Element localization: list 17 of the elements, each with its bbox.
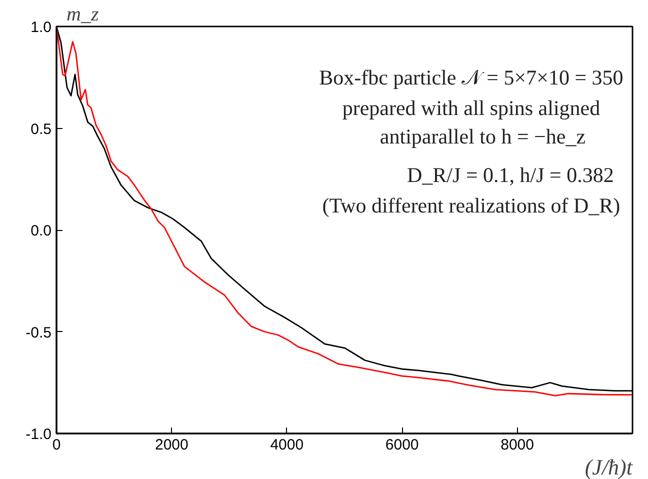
x-tick-label: 0 bbox=[52, 436, 61, 454]
y-tick-label: 0.5 bbox=[30, 120, 52, 138]
x-tick-label: 4000 bbox=[270, 436, 304, 454]
x-axis-title: (J/ħ)t bbox=[584, 454, 634, 479]
annotation: D_R/J = 0.1, h/J = 0.382 bbox=[407, 163, 614, 188]
y-tick-label: 0.0 bbox=[30, 222, 52, 240]
annotation: antiparallel to h = −he_z bbox=[380, 124, 586, 148]
y-axis-title: m_z bbox=[66, 4, 99, 26]
y-tick-label: 1.0 bbox=[30, 19, 52, 36]
annotation: Box-fbc particle 𝒩 = 5×7×10 = 350 bbox=[319, 65, 624, 90]
annotation: prepared with all spins aligned bbox=[342, 96, 601, 120]
x-tick-label: 8000 bbox=[500, 436, 534, 454]
x-tick-label: 6000 bbox=[385, 436, 419, 454]
x-tick-label: 2000 bbox=[155, 436, 188, 454]
y-tick-label: -1.0 bbox=[26, 426, 52, 443]
y-tick-label: -0.5 bbox=[26, 324, 52, 342]
annotation: (Two different realizations of D_R) bbox=[322, 194, 620, 218]
